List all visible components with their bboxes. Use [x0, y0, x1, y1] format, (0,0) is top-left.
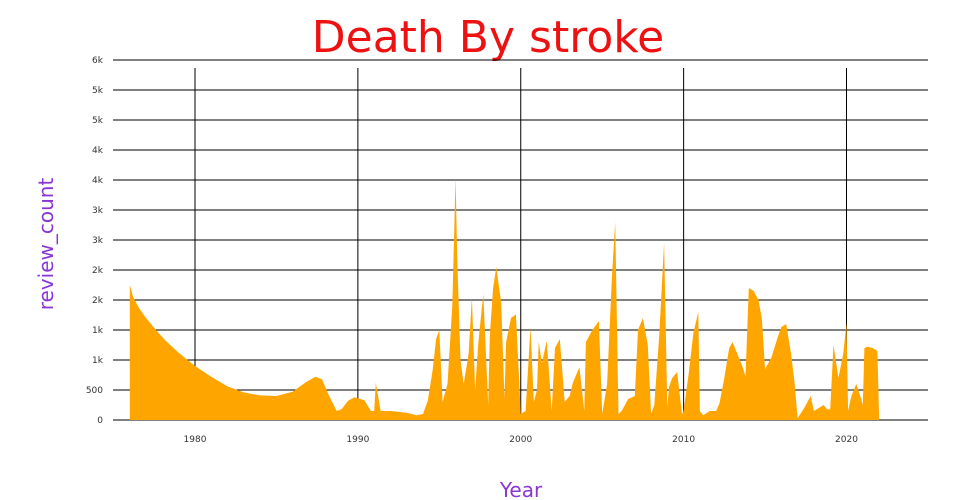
y-tick-labels: 0 500 1k 1k 2k 2k 3k 3k 4k 4k 5k 5k 6k [86, 56, 104, 426]
x-tick-label: 2020 [835, 435, 858, 445]
x-tick-label: 2010 [672, 435, 695, 445]
y-tick-label: 6k [92, 56, 104, 66]
x-gridlines [194, 68, 847, 420]
x-tick-label: 2000 [509, 435, 532, 445]
y-tick-label: 4k [92, 176, 104, 186]
y-tick-label: 500 [86, 386, 103, 396]
y-tick-label: 5k [92, 116, 104, 126]
y-tick-label: 1k [92, 326, 104, 336]
chart-title: Death By stroke [312, 12, 664, 63]
x-axis-label: Year [499, 478, 543, 500]
y-tick-label: 2k [92, 266, 104, 276]
y-tick-label: 4k [92, 146, 104, 156]
y-tick-label: 3k [92, 236, 104, 246]
area-series-layer [129, 177, 880, 420]
y-tick-label: 5k [92, 86, 104, 96]
y-tick-label: 1k [92, 356, 104, 366]
y-tick-label: 3k [92, 206, 104, 216]
x-tick-label: 1990 [346, 435, 369, 445]
area-series [129, 177, 880, 420]
y-axis-label: review_count [34, 178, 58, 311]
x-tick-label: 1980 [184, 435, 207, 445]
y-tick-label: 0 [97, 416, 103, 426]
y-tick-label: 2k [92, 296, 104, 306]
x-tick-labels: 1980 1990 2000 2010 2020 [184, 435, 859, 445]
